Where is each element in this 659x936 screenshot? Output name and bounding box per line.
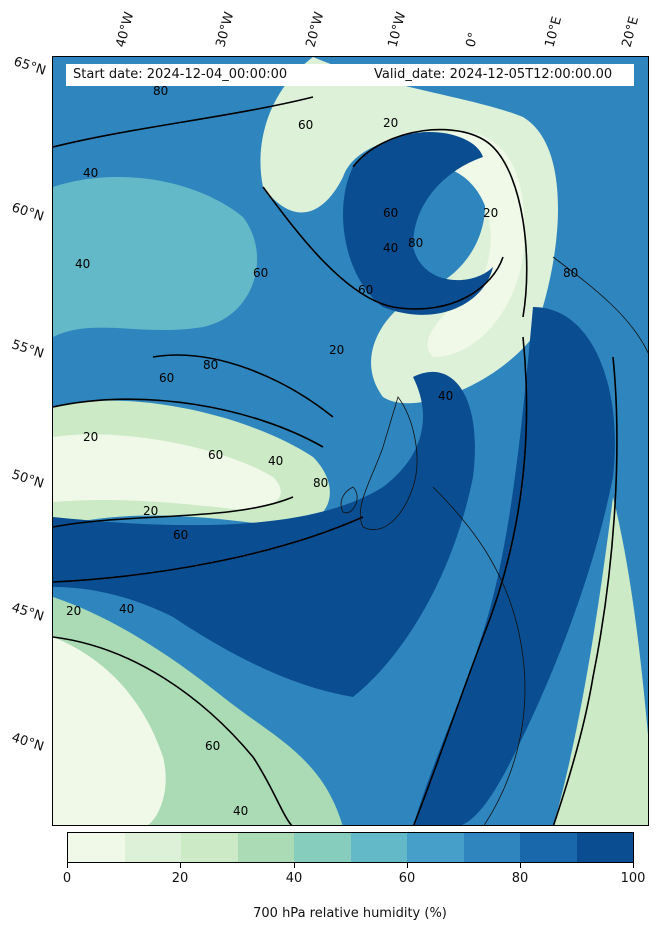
humidity-contour-map: 80 60 40 20 60 80 60 40 20 60 80 40 20 6… [53, 57, 648, 825]
colorbar-swatch [350, 833, 407, 862]
contour-label: 60 [358, 283, 373, 297]
lat-label-65n: 65°N [11, 54, 48, 79]
contour-label: 60 [159, 371, 174, 385]
contour-label: 20 [483, 206, 498, 220]
colorbar-swatch [294, 833, 351, 862]
colorbar-title: 700 hPa relative humidity (%) [253, 906, 447, 921]
colorbar-swatch [520, 833, 577, 862]
lat-label-50n: 50°N [9, 467, 46, 492]
colorbar-swatch [463, 833, 520, 862]
colorbar-swatch [237, 833, 294, 862]
contour-label: 60 [173, 528, 188, 542]
valid-date-label: Valid_date: 2024-12-05T12:00:00.00 [374, 67, 613, 82]
contour-label: 40 [233, 804, 248, 818]
colorbar-tick-label: 40 [285, 871, 303, 886]
dry-core-south [53, 637, 166, 825]
contour-labels: 80 60 40 20 60 80 60 40 20 60 80 40 20 6… [66, 84, 578, 818]
contour-label: 80 [408, 236, 423, 250]
contour-label: 60 [298, 118, 313, 132]
colorbar-tick-label: 60 [398, 871, 416, 886]
dry-band-east [553, 497, 648, 825]
colorbar-swatch [576, 833, 633, 862]
contour-label: 40 [75, 257, 90, 271]
contour-label: 80 [203, 358, 218, 372]
contour-label: 40 [438, 389, 453, 403]
colorbar-swatch [124, 833, 181, 862]
colorbar-tick [67, 863, 68, 868]
lat-label-40n: 40°N [9, 730, 46, 755]
humidity-map: 80 60 40 20 60 80 60 40 20 60 80 40 20 6… [52, 56, 649, 826]
moist-band-east [413, 307, 615, 825]
dry-core-northeast [427, 132, 525, 357]
dry-core-west [53, 434, 281, 510]
colorbar-tick [180, 863, 181, 868]
contour-label: 40 [268, 454, 283, 468]
contour-lines [53, 96, 618, 825]
colorbar-tick [633, 863, 634, 868]
colorbar-tick [294, 863, 295, 868]
colorbar-tick [407, 863, 408, 868]
contour-label: 20 [83, 430, 98, 444]
moist-swirl-north [343, 132, 493, 315]
contour-label: 60 [253, 266, 268, 280]
contour-label: 20 [383, 116, 398, 130]
lon-label-40w: 40°W [113, 10, 138, 49]
contour-label: 60 [205, 739, 220, 753]
contour-label: 20 [329, 343, 344, 357]
lon-label-20e: 20°E [619, 14, 643, 50]
lon-label-20w: 20°W [303, 10, 328, 49]
colorbar-tick-label: 0 [62, 871, 72, 886]
contour-label: 80 [563, 266, 578, 280]
contour-label: 40 [383, 241, 398, 255]
lon-label-10e: 10°E [542, 14, 566, 50]
coastlines [340, 256, 648, 825]
colorbar-tick [520, 863, 521, 868]
contour-label: 60 [383, 206, 398, 220]
contour-label: 20 [66, 604, 81, 618]
contour-label: 20 [143, 504, 158, 518]
colorbar-tick-label: 100 [620, 871, 646, 886]
colorbar [67, 832, 634, 863]
lat-label-55n: 55°N [9, 337, 46, 362]
lat-label-60n: 60°N [9, 200, 46, 225]
lon-label-0: 0° [463, 30, 482, 49]
moist-band-southwest [53, 371, 475, 697]
contour-label: 60 [208, 448, 223, 462]
lon-label-10w: 10°W [385, 10, 410, 49]
contour-label: 80 [153, 84, 168, 98]
lon-label-30w: 30°W [213, 10, 238, 49]
colorbar-swatch [407, 833, 464, 862]
lat-label-45n: 45°N [9, 600, 46, 625]
colorbar-swatch [181, 833, 238, 862]
contour-label: 40 [119, 602, 134, 616]
contour-label: 40 [83, 166, 98, 180]
date-header-background [66, 64, 634, 86]
start-date-label: Start date: 2024-12-04_00:00:00 [73, 67, 288, 82]
contour-label: 80 [313, 476, 328, 490]
medium-region-northwest [53, 177, 258, 337]
colorbar-tick-label: 80 [511, 871, 529, 886]
colorbar-swatch [68, 833, 125, 862]
colorbar-tick-label: 20 [171, 871, 189, 886]
